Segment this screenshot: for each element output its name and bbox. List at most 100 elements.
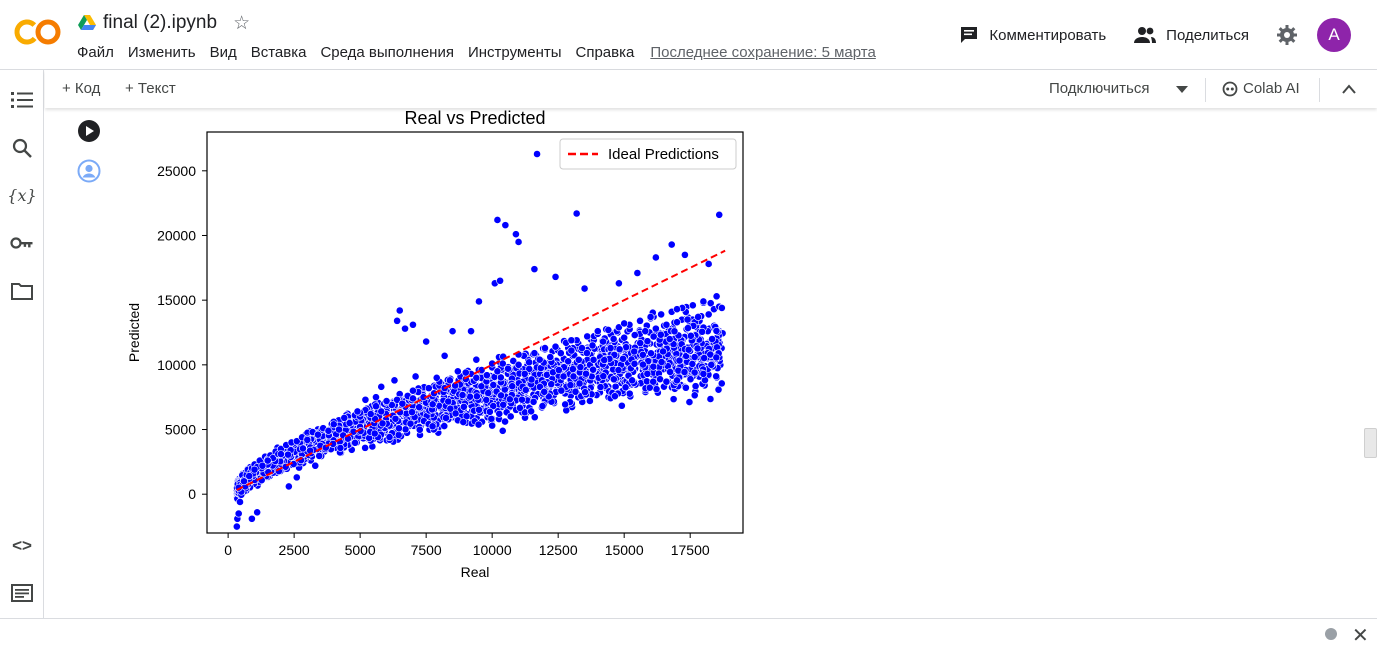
data-point (422, 337, 431, 346)
data-point (508, 382, 517, 391)
data-point (578, 344, 586, 352)
data-point (712, 372, 721, 381)
variables-icon[interactable]: {x} (7, 185, 37, 205)
data-point (366, 410, 375, 418)
scrollbar-thumb[interactable] (1364, 428, 1377, 458)
terminal-icon[interactable] (10, 581, 34, 605)
data-point (688, 301, 697, 310)
data-point (377, 407, 386, 416)
search-icon[interactable] (10, 136, 34, 160)
data-point (446, 404, 455, 413)
x-tick-label: 5000 (345, 542, 376, 558)
y-axis-label: Predicted (126, 303, 142, 362)
folder-icon[interactable] (10, 279, 34, 303)
data-point (527, 407, 536, 416)
data-point (451, 409, 460, 418)
data-point (530, 413, 539, 422)
data-point (284, 482, 293, 491)
close-icon[interactable]: ✕ (1352, 625, 1369, 647)
data-point (684, 345, 693, 354)
data-point (506, 412, 515, 421)
cell-output-chart: 0 2500 5000 7500 10000 12500 15000 17500 0 5000 10… (115, 100, 765, 590)
add-text-button[interactable]: + Текст (125, 80, 176, 97)
star-icon[interactable]: ☆ (233, 12, 251, 34)
data-point (509, 357, 518, 365)
data-point (559, 372, 568, 381)
colab-ai-icon (1222, 81, 1238, 97)
data-point (538, 402, 547, 410)
run-cell-button[interactable] (78, 120, 100, 142)
notebook-title[interactable]: final (2).ipynb (103, 12, 218, 33)
data-point (351, 438, 359, 447)
data-point (649, 362, 658, 371)
data-point (498, 426, 507, 435)
data-point (372, 393, 380, 402)
avatar[interactable]: A (1317, 18, 1351, 52)
data-point (489, 402, 498, 410)
data-point (683, 315, 692, 324)
data-point (649, 332, 658, 341)
data-point (643, 337, 652, 346)
secrets-key-icon[interactable] (10, 231, 34, 255)
data-point (593, 327, 602, 336)
gear-icon[interactable] (1277, 25, 1297, 45)
data-point (493, 367, 502, 376)
data-point (704, 260, 713, 268)
data-point (493, 216, 502, 224)
data-point (656, 330, 665, 339)
toc-icon[interactable] (10, 88, 34, 112)
data-point (580, 284, 589, 293)
data-point (401, 324, 409, 333)
data-point (662, 320, 671, 329)
data-point (527, 375, 536, 384)
code-snippets-icon[interactable]: <> (12, 536, 32, 555)
share-button[interactable]: Поделиться (1134, 26, 1249, 44)
data-point (630, 359, 639, 368)
data-point (567, 336, 576, 345)
colab-ai-button[interactable]: Colab AI (1243, 80, 1300, 97)
data-point (411, 372, 420, 381)
data-point (536, 382, 544, 391)
comment-button[interactable]: Комментировать (959, 25, 1106, 45)
data-point (472, 355, 481, 364)
data-point (398, 399, 407, 408)
menu-file[interactable]: Файл (77, 44, 114, 61)
data-point (673, 305, 681, 314)
menu-help[interactable]: Справка (575, 44, 635, 61)
colab-logo[interactable] (14, 16, 62, 48)
data-point (440, 422, 449, 430)
data-point (609, 335, 618, 343)
points-group (232, 150, 727, 531)
data-point (547, 380, 556, 389)
data-point (529, 397, 538, 406)
menu-edit[interactable]: Изменить (127, 44, 196, 61)
comment-label: Комментировать (989, 26, 1107, 44)
data-point (665, 335, 674, 343)
data-point (675, 356, 684, 365)
menu-tools[interactable]: Инструменты (467, 44, 562, 61)
data-point (583, 332, 592, 341)
menu-insert[interactable]: Вставка (250, 44, 307, 61)
data-point (638, 350, 647, 359)
connect-button[interactable]: Подключиться (1049, 80, 1150, 97)
left-sidebar: {x} <> (0, 70, 44, 618)
x-axis-label: Real (461, 564, 490, 580)
data-point (575, 379, 584, 388)
x-tick-label: 7500 (411, 542, 442, 558)
data-point (657, 310, 666, 319)
data-point (625, 389, 634, 398)
data-point (461, 368, 470, 377)
last-saved-link[interactable]: Последнее сохранение: 5 марта (650, 44, 876, 61)
share-label: Поделиться (1166, 26, 1249, 44)
menu-view[interactable]: Вид (209, 44, 237, 61)
data-point (712, 353, 721, 362)
data-point (693, 344, 702, 353)
chevron-up-icon[interactable] (1342, 84, 1356, 94)
drive-icon[interactable] (78, 15, 96, 31)
ideal-predictions-line (236, 249, 726, 491)
menu-runtime[interactable]: Среда выполнения (320, 44, 454, 61)
chevron-down-icon[interactable] (1176, 86, 1188, 94)
data-point (485, 407, 494, 416)
data-point (673, 318, 681, 327)
add-code-button[interactable]: + Код (62, 80, 101, 97)
